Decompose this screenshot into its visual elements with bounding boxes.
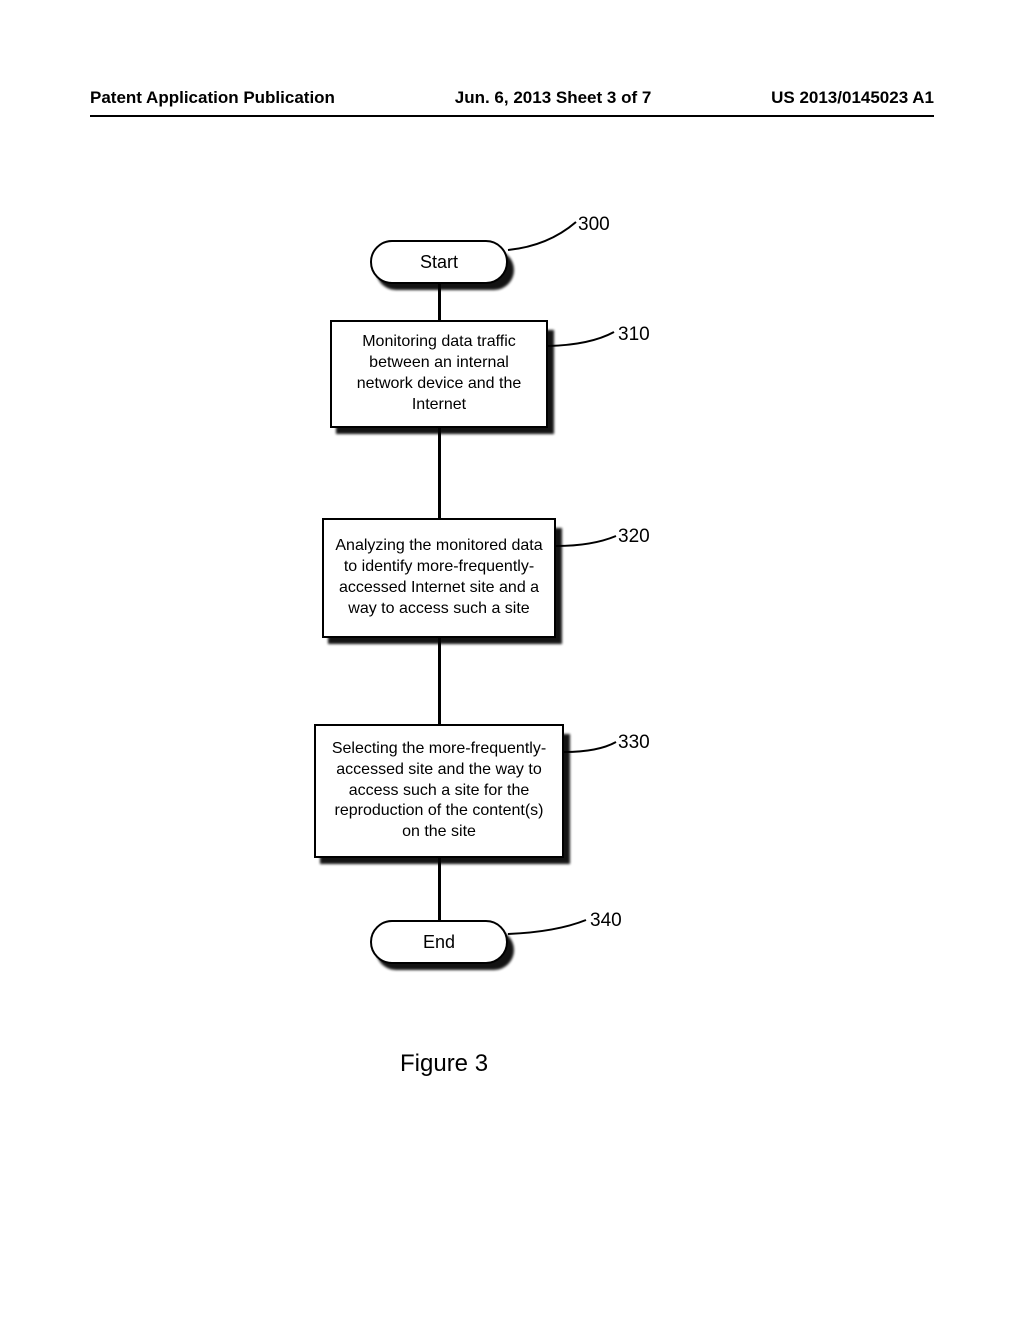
leader-line xyxy=(0,200,1024,1100)
header-center: Jun. 6, 2013 Sheet 3 of 7 xyxy=(455,88,652,108)
header-right: US 2013/0145023 A1 xyxy=(771,88,934,108)
figure-caption: Figure 3 xyxy=(400,1050,488,1078)
header-rule xyxy=(90,115,934,117)
header-left: Patent Application Publication xyxy=(90,88,335,108)
page-header: Patent Application Publication Jun. 6, 2… xyxy=(0,88,1024,108)
flowchart-diagram: Start300Monitoring data traffic between … xyxy=(0,200,1024,1100)
reference-number: 340 xyxy=(590,910,622,932)
